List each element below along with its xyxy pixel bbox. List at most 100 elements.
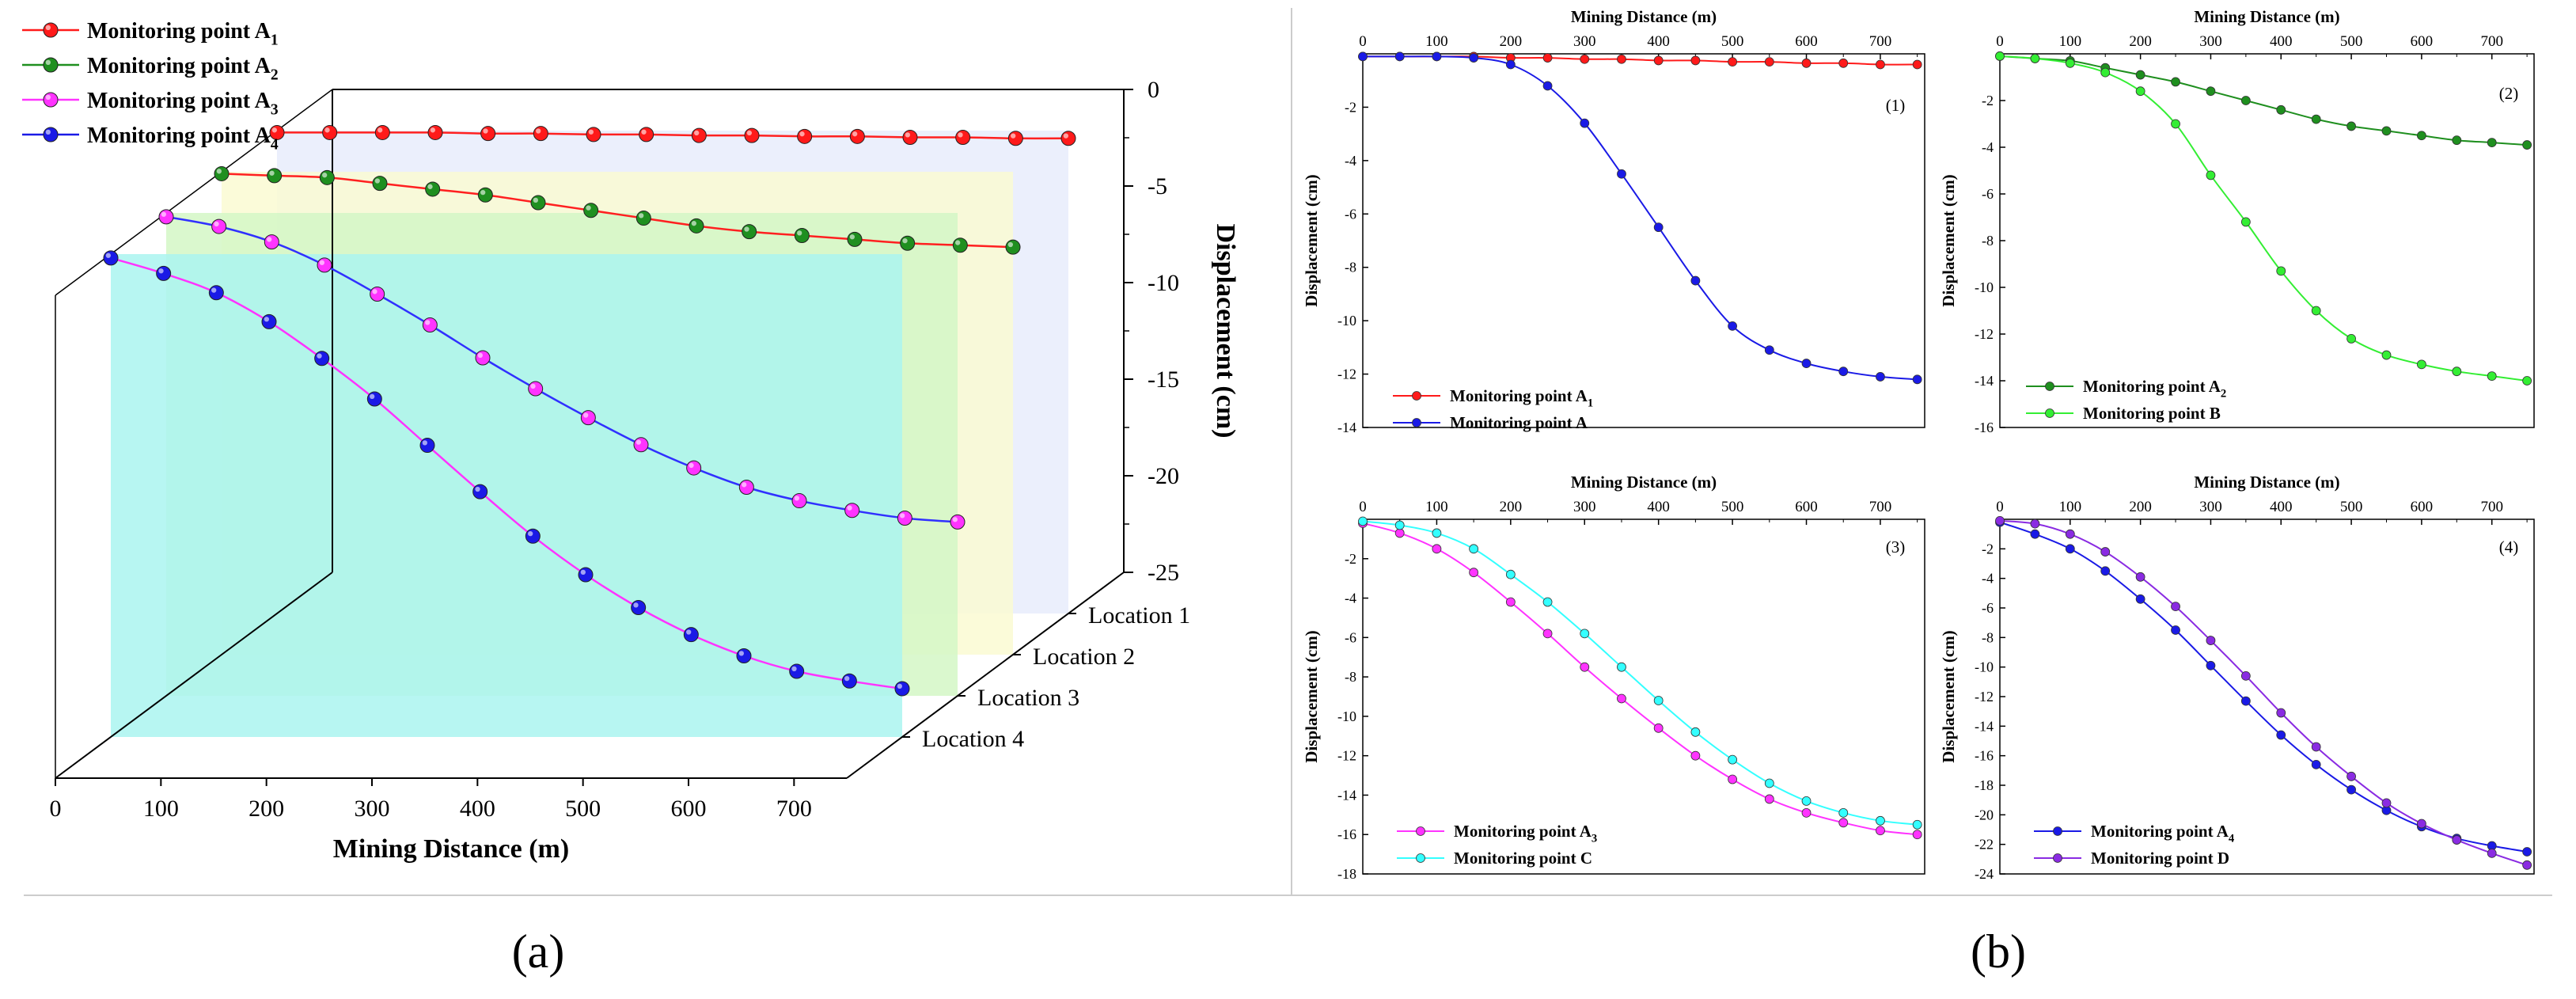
data-point-B bbox=[2240, 217, 2251, 227]
data-point-A4-highlight bbox=[370, 393, 375, 399]
data-point-A bbox=[1728, 321, 1738, 331]
data-point-A4-highlight bbox=[897, 683, 902, 689]
data-point-A1 bbox=[902, 130, 918, 146]
data-point-A3-highlight bbox=[952, 517, 958, 522]
x-tick-label: 700 bbox=[2480, 33, 2503, 50]
data-point-A4-highlight bbox=[475, 486, 480, 492]
legend-marker-A2 bbox=[2045, 382, 2054, 391]
z-tick-label: -15 bbox=[1148, 367, 1179, 393]
data-point-D bbox=[2346, 771, 2356, 781]
x-tick-label: 400 bbox=[1647, 499, 1670, 515]
data-point-A2-highlight bbox=[744, 226, 749, 232]
data-point-B bbox=[2381, 350, 2392, 360]
data-point-A4 bbox=[894, 681, 910, 697]
y-tick-label: -2 bbox=[1982, 541, 1994, 556]
data-point-A1-highlight bbox=[271, 127, 277, 133]
data-point-A1-highlight bbox=[852, 131, 858, 137]
data-point-A3 bbox=[686, 460, 702, 476]
data-point-A4 bbox=[103, 250, 119, 266]
x-tick-label: 100 bbox=[143, 796, 179, 822]
y-tick-label: -18 bbox=[1975, 777, 1994, 793]
data-point-B bbox=[1995, 51, 2005, 61]
x-tick-label: 0 bbox=[1996, 499, 2004, 515]
panel-b-label: (b) bbox=[1971, 925, 2026, 978]
data-point-A2 bbox=[2240, 96, 2251, 105]
data-point-A2 bbox=[689, 218, 704, 234]
legend-label-A2-main: Monitoring point A bbox=[87, 54, 271, 78]
x-tick-label: 300 bbox=[355, 796, 390, 822]
data-point-A4 bbox=[366, 391, 382, 407]
y-axis-title: Displacement (cm) bbox=[1302, 174, 1321, 306]
x-tick-label: 100 bbox=[1425, 499, 1448, 515]
z-axis-title: Displacement (cm) bbox=[1211, 224, 1240, 439]
data-point-C bbox=[1505, 569, 1516, 579]
y-tick-label: -22 bbox=[1975, 837, 1994, 853]
data-point-A2-highlight bbox=[533, 197, 538, 203]
data-point-A2 bbox=[1005, 239, 1021, 255]
data-point-A2 bbox=[952, 237, 968, 253]
legend-label-A3-main: Monitoring point A bbox=[1454, 822, 1592, 841]
legend-label-D-main: Monitoring point D bbox=[2091, 849, 2229, 868]
data-point-A1-highlight bbox=[536, 128, 541, 134]
data-point-D bbox=[2100, 547, 2111, 556]
data-point-A1 bbox=[1801, 58, 1812, 68]
data-point-A1 bbox=[480, 126, 496, 142]
series-line-A3 bbox=[165, 215, 958, 523]
data-point-A1 bbox=[586, 127, 601, 142]
data-point-B bbox=[2065, 58, 2075, 68]
data-point-A3 bbox=[1912, 830, 1922, 840]
x-tick-label: 0 bbox=[1996, 33, 2004, 50]
legend-label-A2: Monitoring point A2 bbox=[2083, 377, 2226, 400]
data-point-A1 bbox=[1580, 54, 1590, 64]
data-point-A1-highlight bbox=[799, 131, 805, 137]
data-point-A2 bbox=[2522, 140, 2532, 150]
data-point-A3 bbox=[791, 493, 807, 509]
data-point-A1 bbox=[533, 126, 548, 142]
data-point-B bbox=[2276, 266, 2286, 276]
legend-marker-A3 bbox=[43, 92, 59, 108]
data-point-A3 bbox=[264, 234, 279, 250]
data-point-A bbox=[1358, 51, 1368, 62]
data-point-C bbox=[1690, 727, 1701, 737]
panel-a-label: (a) bbox=[512, 925, 565, 978]
subplot-4: 0 100 200 300 400 500 600 700 Mining Distance (m… bbox=[1939, 473, 2535, 882]
location-label-4: Location 4 bbox=[922, 726, 1024, 752]
data-point-A2 bbox=[583, 203, 599, 218]
x-tick-label: 200 bbox=[2129, 499, 2152, 515]
x-tick-label: 0 bbox=[1359, 499, 1367, 515]
data-point-A1 bbox=[322, 124, 338, 140]
location-label-3: Location 3 bbox=[977, 685, 1079, 711]
data-point-B bbox=[2487, 371, 2497, 382]
data-point-A3 bbox=[1838, 818, 1849, 828]
data-point-A2 bbox=[530, 195, 546, 211]
data-point-A1 bbox=[1653, 55, 1664, 66]
data-point-A3-highlight bbox=[425, 320, 431, 325]
data-point-A2-highlight bbox=[427, 184, 433, 189]
data-point-C bbox=[1728, 754, 1738, 765]
data-point-A2 bbox=[477, 187, 493, 203]
data-point-C bbox=[1838, 807, 1849, 818]
data-point-A1 bbox=[1542, 53, 1553, 63]
legend-marker-A3 bbox=[1416, 826, 1425, 836]
y-tick-label: -6 bbox=[1982, 600, 1994, 616]
y-tick-label: -4 bbox=[1345, 153, 1356, 169]
z-tick-label: 0 bbox=[1148, 77, 1159, 103]
series-line-A4 bbox=[1999, 521, 2528, 853]
y-tick-label: -12 bbox=[1975, 689, 1994, 705]
data-point-A4 bbox=[841, 673, 857, 689]
data-point-C bbox=[1358, 516, 1368, 526]
data-point-A3-highlight bbox=[583, 412, 589, 418]
data-point-A bbox=[1838, 367, 1849, 377]
data-point-A2 bbox=[2276, 104, 2286, 115]
x-axis-title: Mining Distance (m) bbox=[1571, 7, 1717, 26]
series-line-A1 bbox=[277, 131, 1069, 140]
data-point-A4-highlight bbox=[686, 629, 692, 635]
x-tick-label: 500 bbox=[565, 796, 601, 822]
data-point-A3-highlight bbox=[794, 496, 799, 501]
3d-frame bbox=[55, 89, 1125, 779]
y-tick-label: -8 bbox=[1345, 669, 1356, 685]
data-point-A4-highlight bbox=[264, 317, 269, 322]
series-line-B bbox=[1999, 55, 2528, 382]
x-tick-label: 400 bbox=[1647, 33, 1670, 50]
data-point-A2 bbox=[2452, 135, 2462, 146]
